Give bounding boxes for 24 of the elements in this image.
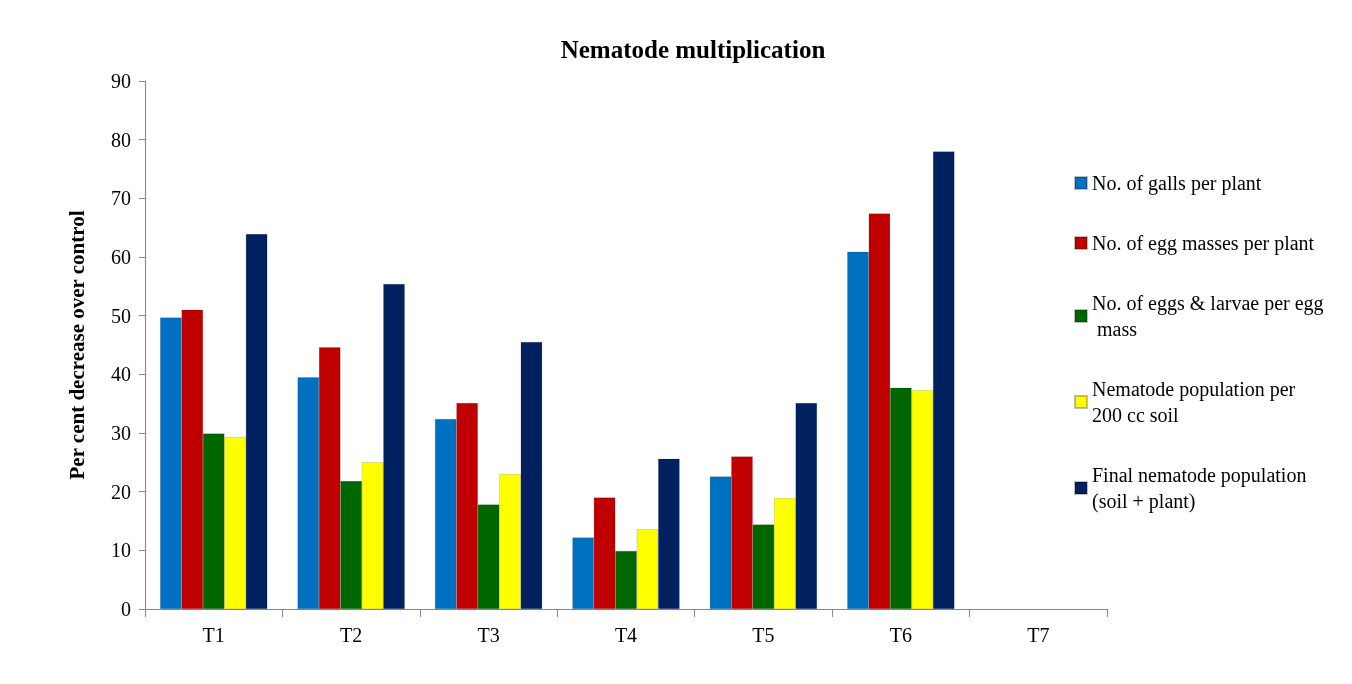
x-tick-label: T1: [202, 624, 225, 646]
y-tick-label: 30: [111, 422, 131, 444]
y-axis-title: Per cent decrease over control: [64, 210, 89, 480]
y-tick-label: 60: [111, 246, 131, 268]
y-tick-label: 70: [111, 187, 131, 210]
legend-label: No. of galls per plant: [1092, 172, 1262, 195]
x-tick-label: T5: [752, 624, 775, 646]
y-tick-label: 0: [121, 598, 131, 620]
y-tick-label: 20: [111, 480, 131, 503]
chart-title: Nematode multiplication: [560, 36, 826, 63]
y-tick-label: 90: [111, 70, 131, 92]
x-tick-label: T6: [889, 624, 912, 646]
y-tick-label: 80: [111, 128, 131, 151]
y-tick-label: 40: [111, 363, 131, 386]
legend-label: Final nematode population (soil + plant): [1092, 464, 1312, 513]
y-tick-label: 10: [111, 539, 131, 562]
x-tick-label: T2: [340, 624, 363, 646]
x-tick-label: T3: [477, 624, 500, 646]
x-tick-label: T4: [614, 624, 638, 646]
y-tick-label: 50: [111, 304, 131, 327]
legend-label: Nematode population per 200 cc soil: [1092, 378, 1301, 426]
legend-label: No. of eggs & larvae per egg mass: [1092, 292, 1324, 340]
legend-label: No. of egg masses per plant: [1092, 232, 1315, 255]
x-tick-label: T7: [1027, 624, 1050, 646]
